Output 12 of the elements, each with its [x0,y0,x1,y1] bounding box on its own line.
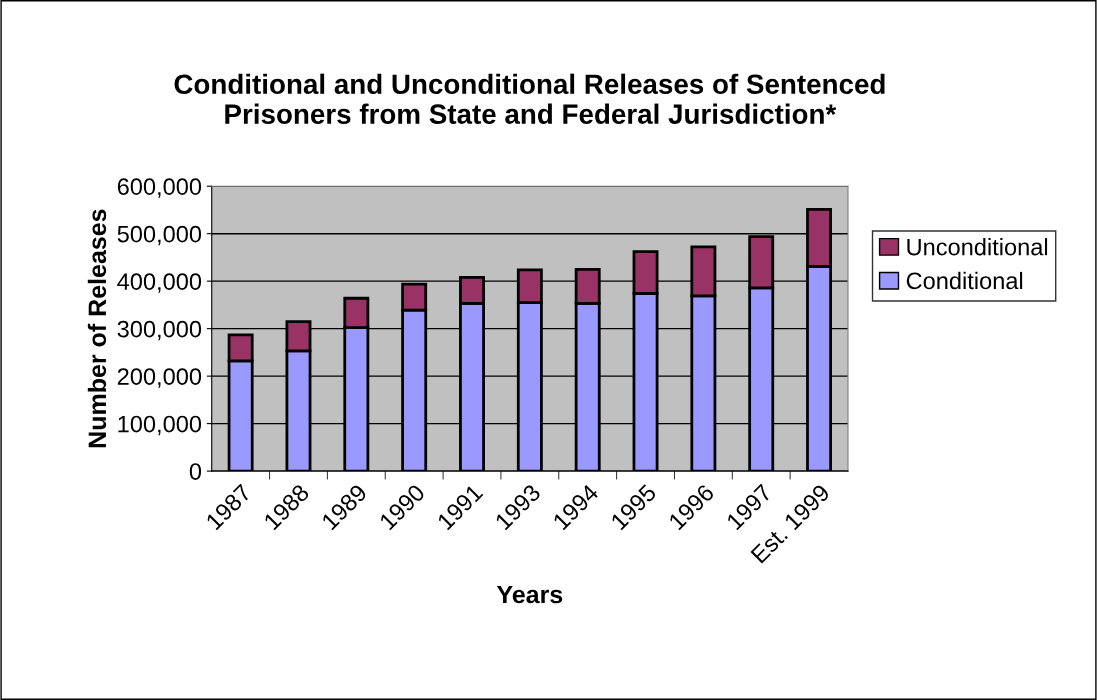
y-tick-label: 200,000 [117,368,202,388]
y-tick-label: 400,000 [117,273,202,293]
y-tick-label: 0 [189,463,202,480]
legend-label: Conditional [906,271,1023,290]
y-tick-label: 100,000 [118,415,202,436]
chart-title: Conditional and Unconditional Releases of Sentenced Prisoners from State and Federal Jurisdiction* [174,73,885,124]
x-axis-title: Years [496,585,563,604]
legend-label: Unconditional [907,238,1048,256]
y-tick-label: 600,000 [117,178,202,198]
y-axis-title: Number of Releases [87,209,107,448]
y-tick-label: 500,000 [117,225,202,246]
y-tick-label: 300,000 [117,320,202,341]
